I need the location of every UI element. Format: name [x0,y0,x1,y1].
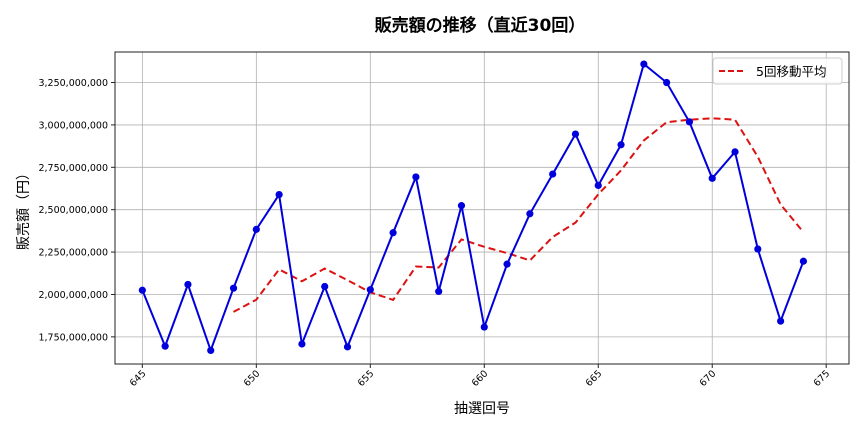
legend-box [712,57,843,85]
data-point-marker [138,286,146,294]
data-point-marker [663,78,671,87]
data-point-marker [685,118,694,126]
x-axis-ticks: 645 650 655 660 665 670 675 [128,364,832,389]
data-point-marker [777,317,785,325]
x-tick-label: 655 [356,368,377,389]
sales-line [141,62,805,354]
x-tick-label: 665 [584,368,605,389]
x-tick-label: 675 [812,368,833,389]
y-tick-label: 2,000,000,000 [38,290,108,301]
data-point-marker [298,340,306,348]
data-point-marker [275,191,283,199]
chart-title: 販売額の推移（直近30回） [375,15,586,36]
y-axis-label: 販売額（円） [16,166,32,250]
x-tick-label: 645 [128,368,149,389]
data-point-marker [366,286,374,294]
data-point-marker [549,170,557,178]
legend: 5回移動平均 [712,57,843,85]
data-point-marker [503,260,511,268]
moving-average-line [233,117,805,313]
data-point-marker [594,181,602,190]
data-point-marker [161,342,169,350]
data-point-marker [229,284,238,292]
data-point-marker [754,245,762,253]
data-point-marker [480,323,488,331]
data-point-marker [321,282,329,291]
data-point-marker [389,229,397,237]
x-tick-label: 670 [698,368,719,389]
data-point-marker [343,343,352,351]
x-tick-label: 660 [470,368,491,389]
legend-label: 5回移動平均 [756,64,826,79]
y-axis-ticks: 1,750,000,000 2,000,000,000 2,250,000,000 2… [38,78,115,343]
data-point-marker [799,257,808,265]
y-tick-label: 3,000,000,000 [38,120,108,131]
y-tick-label: 3,250,000,000 [38,78,108,89]
data-point-marker [252,225,260,233]
y-tick-label: 2,750,000,000 [38,163,108,174]
x-axis-label: 抽選回号 [454,401,510,417]
data-point-marker [457,202,466,210]
plot-frame [114,51,850,365]
data-point-marker [526,210,534,218]
y-tick-label: 1,750,000,000 [38,332,108,343]
data-point-marker [571,130,580,138]
y-tick-label: 2,250,000,000 [38,248,108,259]
data-point-marker [640,60,648,68]
sales-markers [138,60,808,355]
data-point-marker [708,174,716,182]
x-tick-label: 650 [242,368,263,389]
grid-lines [115,52,849,364]
data-point-marker [207,346,215,355]
data-point-marker [435,287,443,296]
data-point-marker [184,280,192,289]
data-point-marker [731,148,739,156]
data-point-marker [412,173,420,181]
data-point-marker [617,141,625,149]
y-tick-label: 2,500,000,000 [38,205,108,216]
